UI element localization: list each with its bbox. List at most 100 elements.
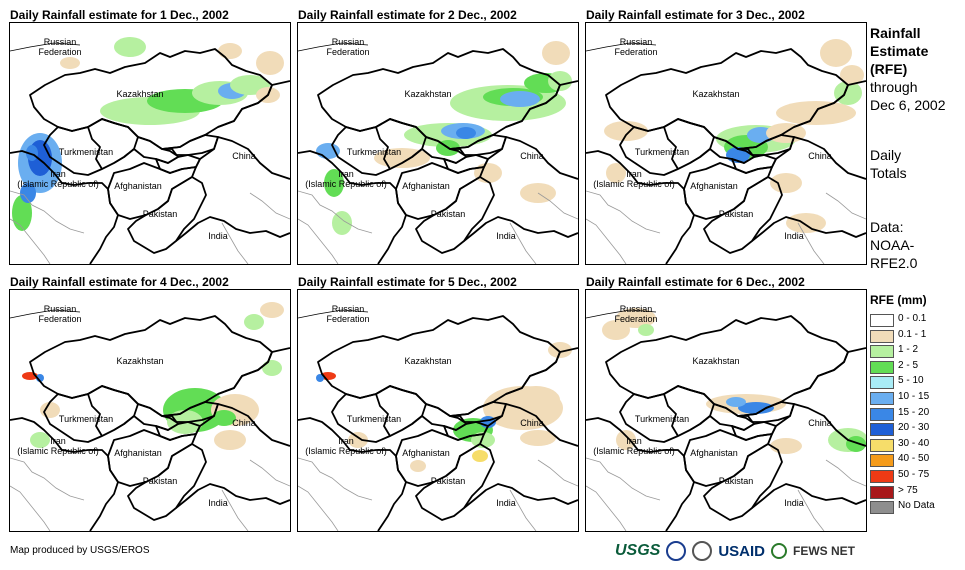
through-date: Dec 6, 2002 [870, 97, 946, 113]
legend-swatch [870, 360, 894, 374]
map-label-china: China [808, 418, 832, 428]
noaa-logo-icon [666, 541, 687, 561]
legend-label: 40 - 50 [898, 453, 930, 465]
minor-border-line [825, 459, 866, 487]
minor-border-line [249, 459, 290, 487]
rainfall-area [770, 173, 802, 193]
country-border-rus_coast [298, 42, 369, 52]
rainfall-area [471, 432, 495, 448]
map-label-afghanistan: Afghanistan [690, 181, 738, 191]
legend-swatch [870, 501, 894, 515]
legend-label: No Data [898, 500, 935, 512]
map-label-iran: Iran (Islamic Republic of) [305, 436, 387, 456]
country-border-iran [586, 417, 695, 531]
minor-border-line [298, 457, 373, 501]
rainfall-area [262, 360, 282, 376]
map-label-turkmenistan: Turkmenistan [634, 147, 690, 157]
minor-border-line [10, 218, 51, 264]
minor-border-line [537, 192, 578, 220]
country-border-rus_coast [586, 309, 657, 319]
map-label-china: China [232, 151, 256, 161]
minor-border-line [298, 190, 373, 234]
fews-globe-icon [771, 543, 788, 559]
panel-title-2: Daily Rainfall estimate for 2 Dec., 2002 [298, 8, 517, 22]
minor-border-line [10, 485, 51, 531]
panel-title-5: Daily Rainfall estimate for 5 Dec., 2002 [298, 275, 517, 289]
map-label-china: China [520, 418, 544, 428]
rainfall-area [602, 320, 630, 340]
rainfall-area [638, 324, 654, 336]
legend-label: 1 - 2 [898, 344, 919, 356]
rainfall-area [12, 195, 32, 231]
map-label-kazakhstan: Kazakhstan [116, 356, 164, 366]
map-label-iran: Iran (Islamic Republic of) [17, 169, 99, 189]
panel-title-1: Daily Rainfall estimate for 1 Dec., 2002 [10, 8, 229, 22]
map-label-turkmenistan: Turkmenistan [346, 414, 402, 424]
through-label: through [870, 79, 918, 95]
rainfall-area [20, 183, 36, 203]
rainfall-map-6: Russian Federation Kazakhstan Turkmenistan… [585, 289, 867, 532]
legend-swatch [870, 485, 894, 499]
rainfall-area [606, 163, 626, 183]
map-label-russia: Russian Federation [614, 37, 658, 57]
country-border-pak [127, 176, 207, 254]
country-border-china [771, 80, 866, 180]
country-border-india [751, 483, 866, 509]
map-canvas [586, 308, 866, 531]
minor-border-line [825, 192, 866, 220]
minor-border-line [10, 457, 85, 501]
map-label-kazakhstan: Kazakhstan [692, 89, 740, 99]
legend-label: 5 - 10 [898, 375, 924, 387]
map-label-afghanistan: Afghanistan [114, 448, 162, 458]
map-label-russia: Russian Federation [326, 37, 370, 57]
rainfall-area [114, 37, 146, 57]
map-canvas [298, 41, 578, 264]
minor-border-line [797, 222, 825, 264]
country-border-iran [10, 417, 119, 531]
minor-border-line [537, 459, 578, 487]
map-label-india: India [208, 498, 228, 508]
rainfall-map-5: Russian Federation Kazakhstan Turkmenistan… [297, 289, 579, 532]
legend-title: RFE (mm) [870, 293, 927, 307]
legend-label: 30 - 40 [898, 437, 930, 449]
rainfall-area [512, 386, 560, 414]
map-label-pakistan: Pakistan [142, 209, 178, 219]
legend-label: > 75 [898, 484, 918, 496]
rainfall-area [30, 432, 50, 448]
map-label-india: India [496, 498, 516, 508]
map-label-pakistan: Pakistan [718, 476, 754, 486]
rainfall-area [846, 436, 866, 452]
rainfall-area [348, 432, 368, 448]
panel-title-3: Daily Rainfall estimate for 3 Dec., 2002 [586, 8, 805, 22]
rainfall-area [616, 430, 636, 450]
legend-swatch [870, 391, 894, 405]
partner-logos: USGS USAID FEWS NET [615, 537, 855, 565]
country-border-rus_coast [10, 42, 81, 52]
country-border-pak [703, 443, 783, 521]
map-label-iran: Iran (Islamic Republic of) [593, 169, 675, 189]
map-label-russia: Russian Federation [38, 37, 82, 57]
legend-label: 20 - 30 [898, 422, 930, 434]
map-credit: Map produced by USGS/EROS [10, 545, 150, 556]
map-label-iran: Iran (Islamic Republic of) [305, 169, 387, 189]
country-border-pak [415, 443, 495, 521]
country-border-iran [298, 150, 407, 264]
rainfall-area [726, 397, 746, 407]
minor-border-line [509, 489, 537, 531]
legend-label: 0.1 - 1 [898, 328, 927, 340]
rainfall-area [456, 127, 476, 139]
map-label-india: India [784, 231, 804, 241]
rainfall-map-1: Russian Federation Kazakhstan Turkmenistan… [9, 22, 291, 265]
rainfall-area [256, 51, 284, 75]
legend-label: 10 - 15 [898, 390, 930, 402]
legend-swatch [870, 314, 894, 327]
usgs-logo: USGS [615, 542, 661, 559]
legend-swatch [870, 454, 894, 468]
country-border-china [483, 347, 578, 447]
rainfall-area [214, 430, 246, 450]
daily-totals: Daily Totals [870, 147, 907, 181]
map-label-iran: Iran (Islamic Republic of) [17, 436, 99, 456]
rainfall-area [40, 402, 60, 418]
panel-title-6: Daily Rainfall estimate for 6 Dec., 2002 [586, 275, 805, 289]
country-border-pak [703, 176, 783, 254]
